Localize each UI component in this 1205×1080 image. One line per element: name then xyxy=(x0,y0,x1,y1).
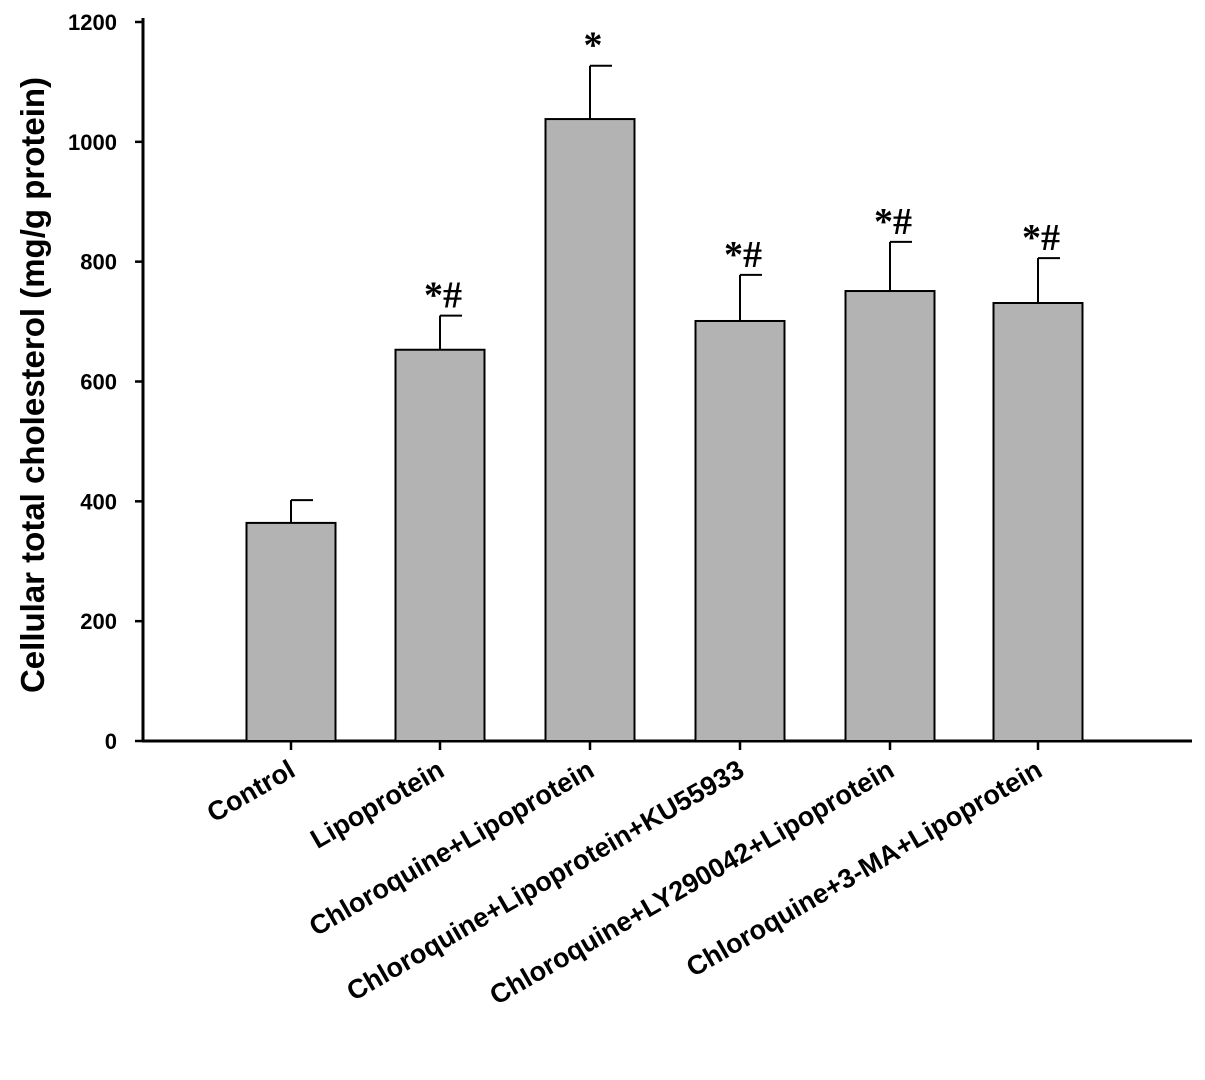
bar xyxy=(544,118,636,742)
x-tick-label: Control xyxy=(202,754,300,828)
bar xyxy=(844,290,936,742)
y-tick-label: 800 xyxy=(80,250,117,275)
bar xyxy=(694,319,786,742)
y-axis-label: Cellular total cholesterol (mg/g protein… xyxy=(14,77,51,693)
y-tick-label: 0 xyxy=(105,729,117,754)
significance-label: *# xyxy=(424,275,462,317)
bar xyxy=(245,521,337,742)
significance-label: * xyxy=(584,25,603,67)
significance-label: *# xyxy=(1022,217,1060,259)
significance-label: *# xyxy=(874,201,912,243)
x-tick-label: Lipoprotein xyxy=(305,754,449,854)
y-tick-label: 1000 xyxy=(68,130,117,155)
y-tick-label: 400 xyxy=(80,489,117,514)
significance-label: *# xyxy=(724,234,762,276)
y-tick-label: 1200 xyxy=(68,10,117,35)
y-tick-label: 200 xyxy=(80,609,117,634)
x-tick-label: Chloroquine+Lipoprotein xyxy=(304,754,599,942)
bar xyxy=(992,302,1084,742)
y-tick-label: 600 xyxy=(80,370,117,395)
bar xyxy=(394,348,486,742)
